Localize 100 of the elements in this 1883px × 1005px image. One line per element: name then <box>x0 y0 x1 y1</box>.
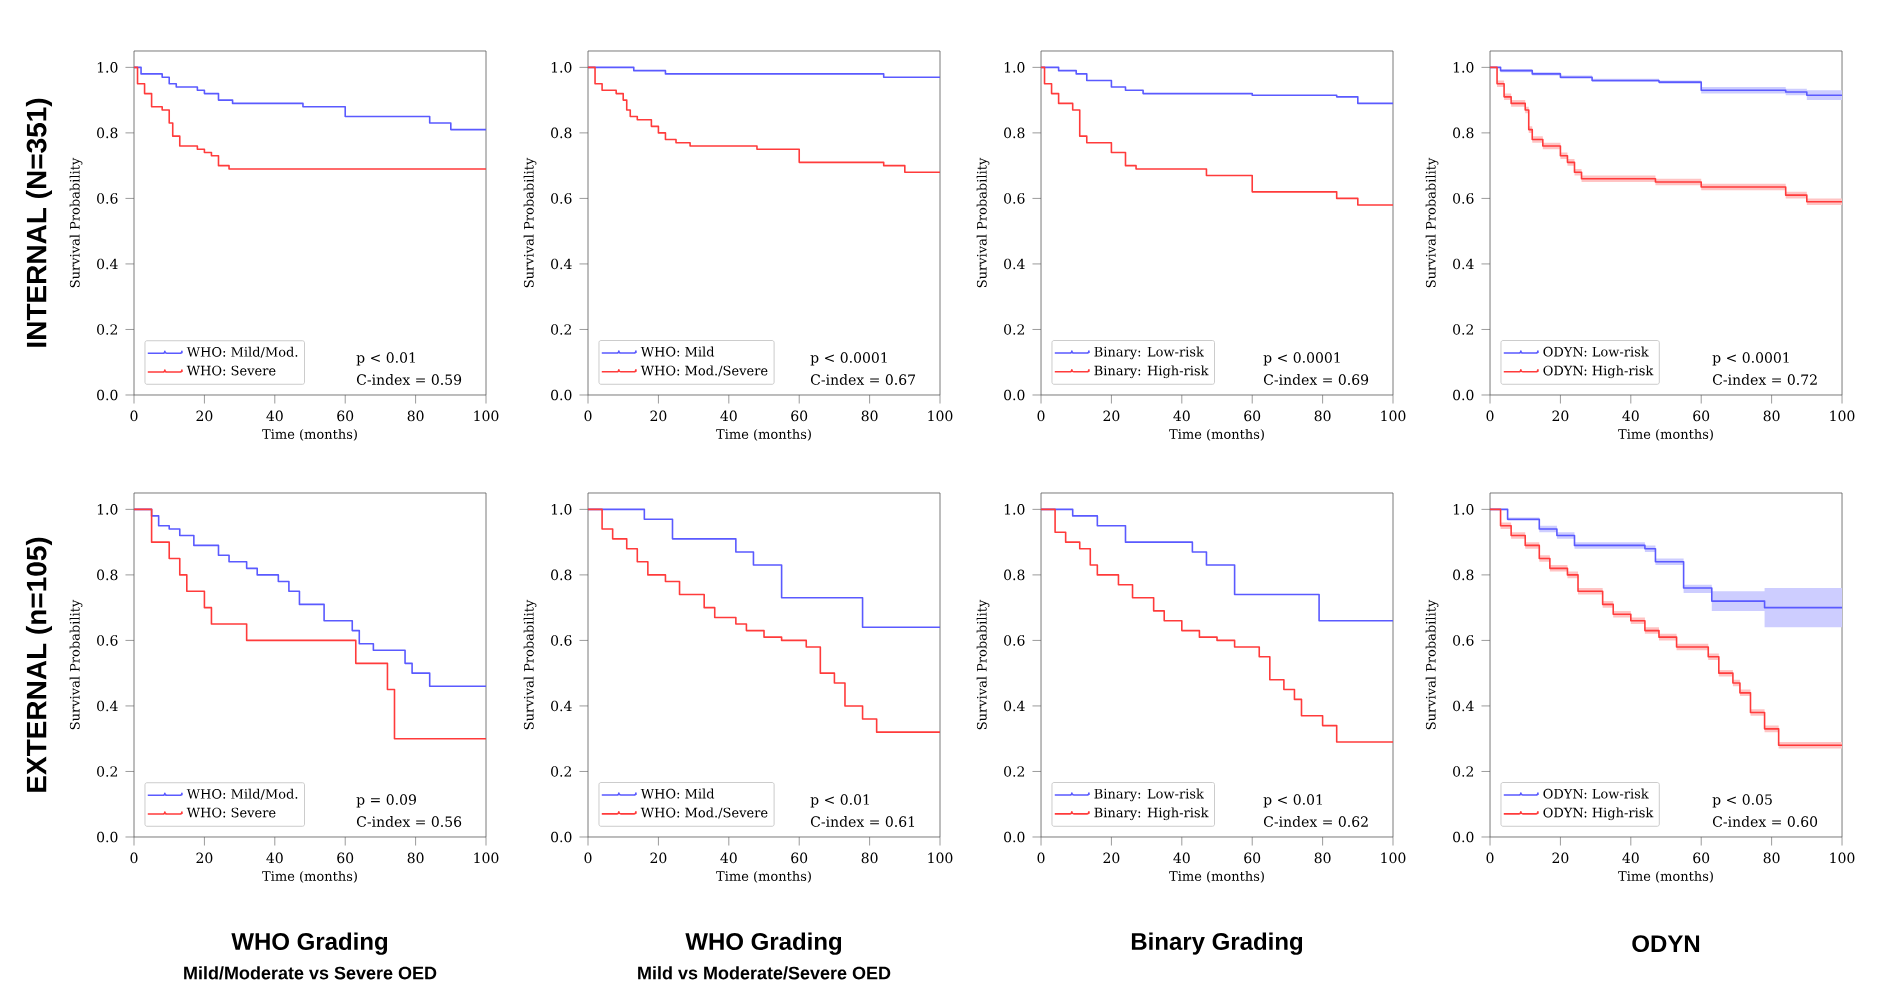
x-tick-label: 80 <box>861 410 878 422</box>
y-tick-label: 0.0 <box>1453 389 1474 401</box>
x-axis-title: Time (months) <box>1618 428 1713 441</box>
text: INTERNAL (N=351) <box>25 98 53 347</box>
y-tick-label: 0.2 <box>1004 766 1025 777</box>
x-tick-label: 40 <box>720 852 737 864</box>
x-tick-label: 100 <box>928 852 953 864</box>
x-tick-label: 80 <box>1314 852 1331 864</box>
annotation: C-index = 0.60 <box>1712 816 1818 827</box>
x-tick-label: 20 <box>1103 410 1120 422</box>
x-axis-title: Time (months) <box>1169 870 1264 883</box>
y-tick-label: 1.0 <box>1453 62 1474 73</box>
annotation: p < 0.0001 <box>810 352 887 366</box>
x-tick-label: 60 <box>791 410 808 422</box>
x-tick-label: 40 <box>720 410 737 422</box>
y-axis-title: Survival Probability <box>1425 157 1439 288</box>
legend-label: ODYN: High-risk <box>1543 365 1654 379</box>
y-tick-label: 0.0 <box>97 831 118 843</box>
x-axis-title: Time (months) <box>262 870 357 883</box>
x-axis-title: Time (months) <box>716 428 811 441</box>
x-tick-label: 40 <box>266 410 283 422</box>
x-tick-label: 100 <box>1381 410 1406 422</box>
y-axis-title: Survival Probability <box>69 157 83 288</box>
x-tick-label: 60 <box>1693 410 1710 422</box>
legend-label: WHO: Mild/Mod. <box>186 346 298 358</box>
y-tick-label: 1.0 <box>97 504 118 515</box>
x-tick-label: 100 <box>474 410 499 422</box>
y-tick-label: 0.8 <box>1004 127 1025 139</box>
y-tick-label: 0.2 <box>1453 324 1474 335</box>
y-tick-label: 0.6 <box>1004 193 1025 204</box>
text: Mild vs Moderate/Severe OED <box>638 966 891 980</box>
y-tick-label: 0.2 <box>97 766 118 777</box>
annotation: p < 0.0001 <box>1263 352 1340 366</box>
y-tick-label: 0.8 <box>1453 569 1474 581</box>
y-axis-title: Survival Probability <box>523 599 537 730</box>
x-tick-label: 40 <box>266 852 283 864</box>
annotation: p < 0.0001 <box>1712 352 1789 366</box>
x-tick-label: 80 <box>1763 852 1780 864</box>
x-tick-label: 20 <box>1103 852 1120 864</box>
y-tick-label: 0.0 <box>551 831 572 843</box>
x-tick-label: 60 <box>1244 852 1261 864</box>
text: WHO Grading <box>685 932 842 955</box>
text: Binary Grading <box>1131 932 1303 955</box>
y-tick-label: 0.2 <box>1453 766 1474 777</box>
x-tick-label: 40 <box>1622 410 1639 422</box>
x-tick-label: 20 <box>1552 852 1569 864</box>
y-tick-label: 0.0 <box>551 389 572 401</box>
legend-label: Binary: High-risk <box>1094 807 1209 821</box>
y-tick-label: 0.8 <box>97 127 118 139</box>
y-tick-label: 0.6 <box>1004 635 1025 646</box>
y-axis-title: Survival Probability <box>976 599 990 730</box>
y-tick-label: 0.4 <box>1004 258 1025 270</box>
y-tick-label: 0.6 <box>97 635 118 646</box>
legend-label: ODYN: Low-risk <box>1543 788 1649 799</box>
annotation: C-index = 0.62 <box>1263 816 1368 827</box>
y-tick-label: 0.4 <box>551 700 572 712</box>
x-axis-title: Time (months) <box>1618 870 1713 883</box>
x-tick-label: 80 <box>1763 410 1780 422</box>
y-tick-label: 1.0 <box>551 62 572 73</box>
legend-label: Binary: Low-risk <box>1094 788 1204 802</box>
y-tick-label: 1.0 <box>1453 504 1474 515</box>
annotation: p = 0.09 <box>356 794 416 808</box>
x-tick-label: 0 <box>1486 852 1494 864</box>
text: WHO Grading <box>231 932 388 955</box>
y-tick-label: 0.0 <box>1004 389 1025 401</box>
y-tick-label: 0.4 <box>97 258 118 270</box>
x-tick-label: 60 <box>337 852 354 864</box>
y-tick-label: 0.4 <box>551 258 572 270</box>
x-tick-label: 40 <box>1173 852 1190 864</box>
x-tick-label: 100 <box>1381 852 1406 864</box>
y-tick-label: 0.6 <box>551 193 572 204</box>
legend-label: Binary: Low-risk <box>1094 346 1204 360</box>
annotation: p < 0.01 <box>810 794 869 808</box>
x-tick-label: 60 <box>1244 410 1261 422</box>
annotation: p < 0.01 <box>1263 794 1322 808</box>
y-tick-label: 0.2 <box>1004 324 1025 335</box>
y-tick-label: 1.0 <box>97 62 118 73</box>
x-tick-label: 20 <box>196 410 213 422</box>
y-tick-label: 0.2 <box>97 324 118 335</box>
y-tick-label: 1.0 <box>1004 62 1025 73</box>
x-tick-label: 0 <box>584 852 592 864</box>
x-tick-label: 100 <box>474 852 499 864</box>
y-tick-label: 1.0 <box>1004 504 1025 515</box>
y-tick-label: 0.6 <box>1453 635 1474 646</box>
x-tick-label: 0 <box>1037 410 1045 422</box>
y-tick-label: 0.2 <box>551 324 572 335</box>
x-tick-label: 20 <box>1552 410 1569 422</box>
x-tick-label: 100 <box>1830 852 1855 864</box>
y-tick-label: 0.8 <box>1453 127 1474 139</box>
x-tick-label: 100 <box>1830 410 1855 422</box>
legend-label: WHO: Severe <box>186 365 276 376</box>
x-tick-label: 40 <box>1173 410 1190 422</box>
x-axis-title: Time (months) <box>1169 428 1264 441</box>
y-tick-label: 0.0 <box>1453 831 1474 843</box>
annotation: C-index = 0.72 <box>1712 374 1817 385</box>
y-tick-label: 0.4 <box>1453 700 1474 712</box>
annotation: C-index = 0.59 <box>356 374 462 385</box>
y-tick-label: 0.8 <box>551 127 572 139</box>
x-tick-label: 20 <box>196 852 213 864</box>
y-tick-label: 0.4 <box>97 700 118 712</box>
